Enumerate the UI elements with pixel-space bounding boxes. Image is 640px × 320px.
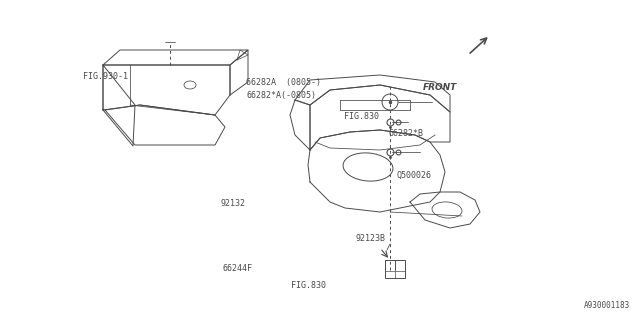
Text: 66282A  (0805-): 66282A (0805-) <box>246 78 321 87</box>
Text: A930001183: A930001183 <box>584 301 630 310</box>
Text: 66244F: 66244F <box>223 264 253 273</box>
Bar <box>385 260 405 278</box>
Text: 92132: 92132 <box>221 199 246 208</box>
Text: FIG.830: FIG.830 <box>291 281 326 290</box>
Text: FIG.830: FIG.830 <box>344 112 379 121</box>
Text: 66282*A(-0805): 66282*A(-0805) <box>246 91 316 100</box>
Text: 92123B: 92123B <box>355 234 385 243</box>
Text: FIG.930-1: FIG.930-1 <box>83 72 128 81</box>
Text: FRONT: FRONT <box>422 83 457 92</box>
Text: Q500026: Q500026 <box>397 171 432 180</box>
Text: 66282*B: 66282*B <box>388 129 424 138</box>
